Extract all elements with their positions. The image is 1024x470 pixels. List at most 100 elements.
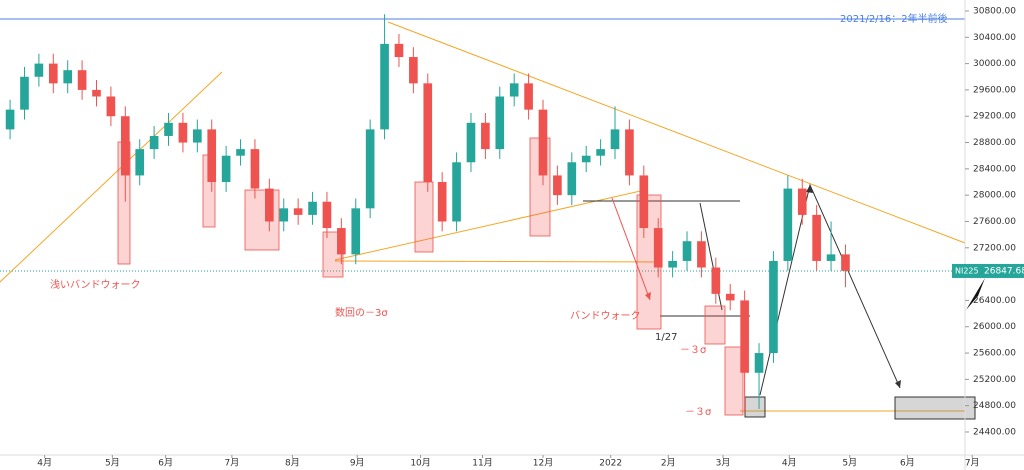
candle-body [466,122,476,163]
candle-body [279,208,289,222]
y-tick-label: 30000.00 [973,59,1016,69]
y-tick-label: 25600.00 [973,349,1016,359]
y-tick-label: 26000.00 [973,322,1016,332]
annotation: 2021/2/16：2年半前後 [840,12,948,25]
candle-body [509,83,519,97]
y-tick-label: 28800.00 [973,138,1016,148]
x-tick-label: 7月 [225,458,240,469]
x-tick-label: 7月 [965,458,980,469]
candle-body [365,129,375,209]
candle-body [92,89,101,97]
candle-body [495,96,505,150]
candle-body [380,43,389,130]
candle-body [610,129,620,150]
y-tick-label: 25200.00 [973,375,1016,385]
last-price-label: 26847.68 [984,266,1024,276]
candle-body [682,241,692,261]
x-tick-label: 5月 [105,458,120,469]
annotation: 浅いバンドウォーク [50,278,141,291]
candle-body [337,228,346,255]
x-tick-label: 4月 [37,458,52,469]
candle-body [293,208,303,215]
candle-body [639,175,649,229]
candle-body [135,149,145,176]
x-tick-label: 11月 [472,458,492,469]
candle-body [308,201,317,215]
candle-body [481,122,490,150]
x-tick-label: 8月 [285,458,300,469]
candle-body [394,43,404,58]
candle-body [34,63,44,77]
candle-body [812,214,821,261]
x-tick-label: 2月 [661,458,676,469]
x-tick-label: 6月 [900,458,915,469]
annotation: 数回の－3σ [335,306,388,319]
candle-body [711,267,721,294]
y-tick-label: 28400.00 [973,164,1016,174]
candle-body [178,122,188,143]
candle-body [48,63,58,84]
candle-body [668,260,677,268]
candle-body [581,155,591,163]
y-tick-label: 29600.00 [973,85,1016,95]
candle-body [164,122,173,136]
candle-body [207,129,217,183]
candle-body [409,57,418,84]
candle-body [236,149,245,156]
x-tick-label: 4月 [782,458,797,469]
candle-body [106,96,116,117]
y-tick-label: 30400.00 [973,33,1016,43]
candle-body [783,188,793,261]
candle-body [265,188,274,222]
y-tick-label: 24800.00 [973,401,1016,411]
candle-body [797,188,807,215]
candle-body [351,208,361,255]
candle-body [5,109,15,130]
candle-body [725,293,735,301]
candle-body [77,70,87,90]
y-tick-label: 27200.00 [973,243,1016,253]
candle-body [120,116,130,176]
candle-body [322,201,332,229]
candle-body [553,175,562,196]
candle-body [221,155,231,183]
annotation: 1/27 [655,332,677,343]
candle-body [63,70,73,84]
y-tick-label: 29200.00 [973,112,1016,122]
y-tick-label: 28000.00 [973,191,1016,201]
x-tick-label: 12月 [533,458,553,469]
candle-body [437,182,447,222]
candle-body [653,228,663,268]
candle-body [538,109,548,176]
x-tick-label: 9月 [350,458,365,469]
candle-body [769,260,778,354]
drawings [0,18,985,420]
x-tick-label: 6月 [158,458,173,469]
annotation: バンドウォーク [570,310,641,322]
candle-body [193,129,202,143]
candle-body [841,254,850,271]
annotation: －３σ [685,407,712,418]
candle-body [20,76,29,110]
x-tick-label: 10月 [410,458,430,469]
candle-body [754,353,764,373]
candle-body [567,162,577,196]
candle-body [524,83,533,110]
y-tick-label: 26400.00 [973,296,1016,306]
y-tick-label: 27600.00 [973,217,1016,227]
candle-body [625,129,634,176]
y-tick-label: 30800.00 [973,6,1016,16]
candle-body [452,162,461,222]
x-tick-label: 3月 [716,458,731,469]
x-tick-label: 2022 [599,459,622,469]
candle-body [149,135,159,150]
candle-body [697,241,706,268]
symbol-tag [952,263,1024,278]
candle-body [740,300,749,373]
y-tick-label: 24400.00 [973,427,1016,437]
annotation: －３σ [680,345,707,356]
x-tick-label: 5月 [842,458,857,469]
candle-body [826,254,836,261]
candle-body [250,149,260,189]
